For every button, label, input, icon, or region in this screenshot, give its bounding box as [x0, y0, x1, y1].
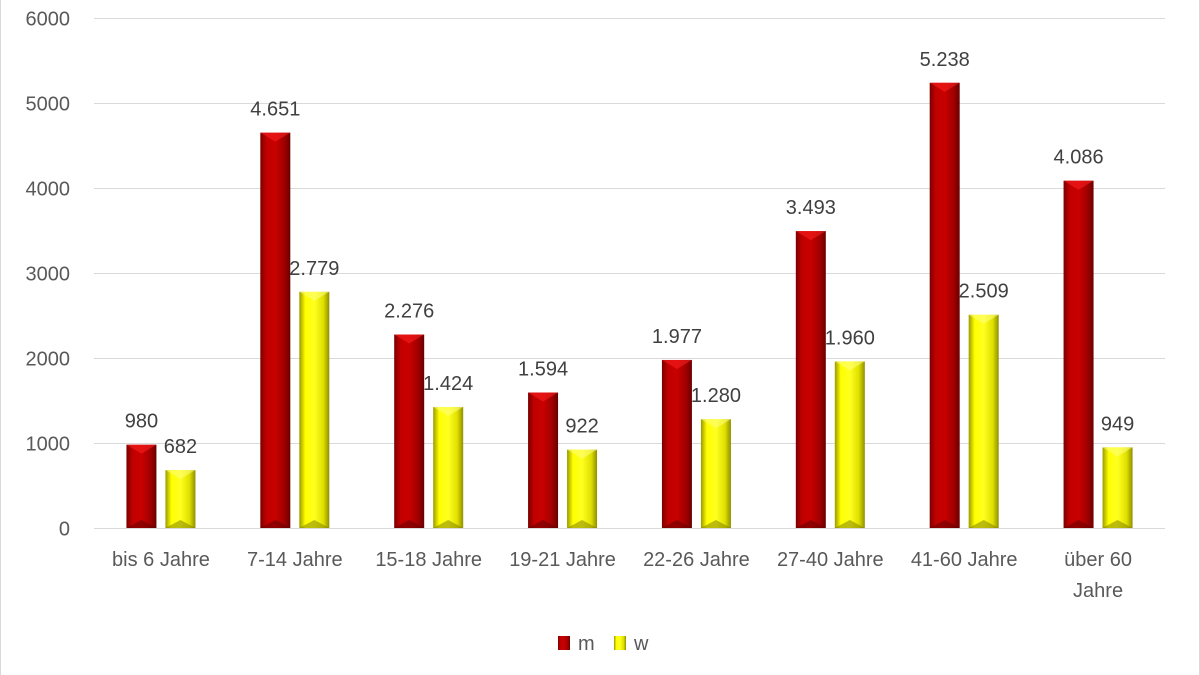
data-label: 2.779 [289, 258, 339, 280]
bar-bevel [1102, 520, 1133, 528]
bar-bevel [834, 361, 865, 371]
bars [126, 82, 1133, 529]
bar-bevel [299, 291, 330, 301]
bar-w [700, 419, 731, 528]
x-tick-label: 27-40 Jahre [777, 549, 884, 571]
data-label: 1.424 [423, 373, 473, 395]
y-tick-label: 1000 [26, 434, 71, 456]
bar-bevel [1063, 520, 1094, 528]
y-tick-label: 5000 [26, 94, 71, 116]
data-label: 682 [164, 436, 197, 458]
bar-bevel [260, 132, 291, 142]
bar-m [126, 444, 157, 528]
bar-bevel [661, 359, 692, 369]
bar-bevel [528, 520, 559, 528]
bar-bevel [433, 406, 464, 416]
bar-w [165, 470, 196, 528]
bar-bevel [795, 231, 826, 241]
bar-bevel [126, 444, 157, 454]
data-label: 2.276 [384, 301, 434, 323]
bar-bevel [165, 520, 196, 528]
data-label: 1.280 [691, 385, 741, 407]
bar-bevel [1102, 447, 1133, 457]
x-tick-label: 7-14 Jahre [247, 549, 343, 571]
y-tick-label: 2000 [26, 349, 71, 371]
data-label: 1.960 [825, 327, 875, 349]
bar-bevel [661, 520, 692, 528]
bar-bevel [929, 520, 960, 528]
bar-bevel [165, 470, 196, 480]
bar-bevel [299, 520, 330, 528]
y-tick-label: 6000 [26, 9, 71, 31]
bar-bevel [394, 520, 425, 528]
bar-w [968, 314, 999, 528]
bar-bevel [700, 419, 731, 429]
bar-bevel [260, 520, 291, 528]
x-tick-label: bis 6 Jahre [112, 549, 210, 571]
y-axis-ticks: 0 1000 2000 3000 4000 5000 6000 [26, 9, 71, 541]
bar-bevel [528, 392, 559, 402]
bar-w [433, 406, 464, 528]
data-label: 922 [565, 416, 598, 438]
y-tick-label: 4000 [26, 179, 71, 201]
bar-bevel [968, 314, 999, 324]
bar-m [1063, 180, 1094, 528]
bar-bevel [394, 334, 425, 344]
bar-w [299, 291, 330, 528]
data-label: 949 [1101, 413, 1134, 435]
bar-bevel [567, 520, 598, 528]
x-tick-label: über 60 [1064, 549, 1132, 571]
bar-m [795, 231, 826, 528]
data-label: 1.594 [518, 359, 568, 381]
legend-swatch-m [558, 636, 570, 650]
x-tick-label: 15-18 Jahre [375, 549, 482, 571]
x-tick-label: 19-21 Jahre [509, 549, 616, 571]
bar-m [929, 82, 960, 529]
bar-bevel [567, 449, 598, 459]
bar-w [834, 361, 865, 528]
x-axis-ticks: bis 6 Jahre 7-14 Jahre 15-18 Jahre 19-21 Ja… [112, 549, 1132, 602]
y-tick-label: 3000 [26, 264, 71, 286]
x-tick-label: 22-26 Jahre [643, 549, 750, 571]
bar-m [661, 359, 692, 528]
bar-m [260, 132, 291, 529]
data-label: 980 [125, 411, 158, 433]
legend-swatch-w [614, 636, 626, 650]
bar-bevel [1063, 180, 1094, 190]
data-label: 2.509 [959, 281, 1009, 303]
y-tick-label: 0 [59, 519, 70, 541]
bar-m [394, 334, 425, 528]
data-label: 4.651 [250, 99, 300, 121]
x-tick-label: Jahre [1073, 580, 1123, 602]
data-label: 4.086 [1054, 147, 1104, 169]
bar-bevel [968, 520, 999, 528]
data-labels: 980 682 4.651 2.779 2.276 1.424 1.594 922 1.977 1… [125, 49, 1135, 458]
legend-label-w: w [633, 633, 649, 655]
bar-bevel [929, 82, 960, 92]
data-label: 3.493 [786, 197, 836, 219]
bar-bevel [700, 520, 731, 528]
x-tick-label: 41-60 Jahre [911, 549, 1018, 571]
bar-bevel [795, 520, 826, 528]
data-label: 1.977 [652, 326, 702, 348]
legend-label-m: m [578, 633, 595, 655]
bar-bevel [834, 520, 865, 528]
bar-m [528, 392, 559, 528]
bar-w [567, 449, 598, 528]
data-label: 5.238 [920, 49, 970, 71]
bar-bevel [433, 520, 464, 528]
bar-bevel [126, 520, 157, 528]
bar-w [1102, 447, 1133, 528]
